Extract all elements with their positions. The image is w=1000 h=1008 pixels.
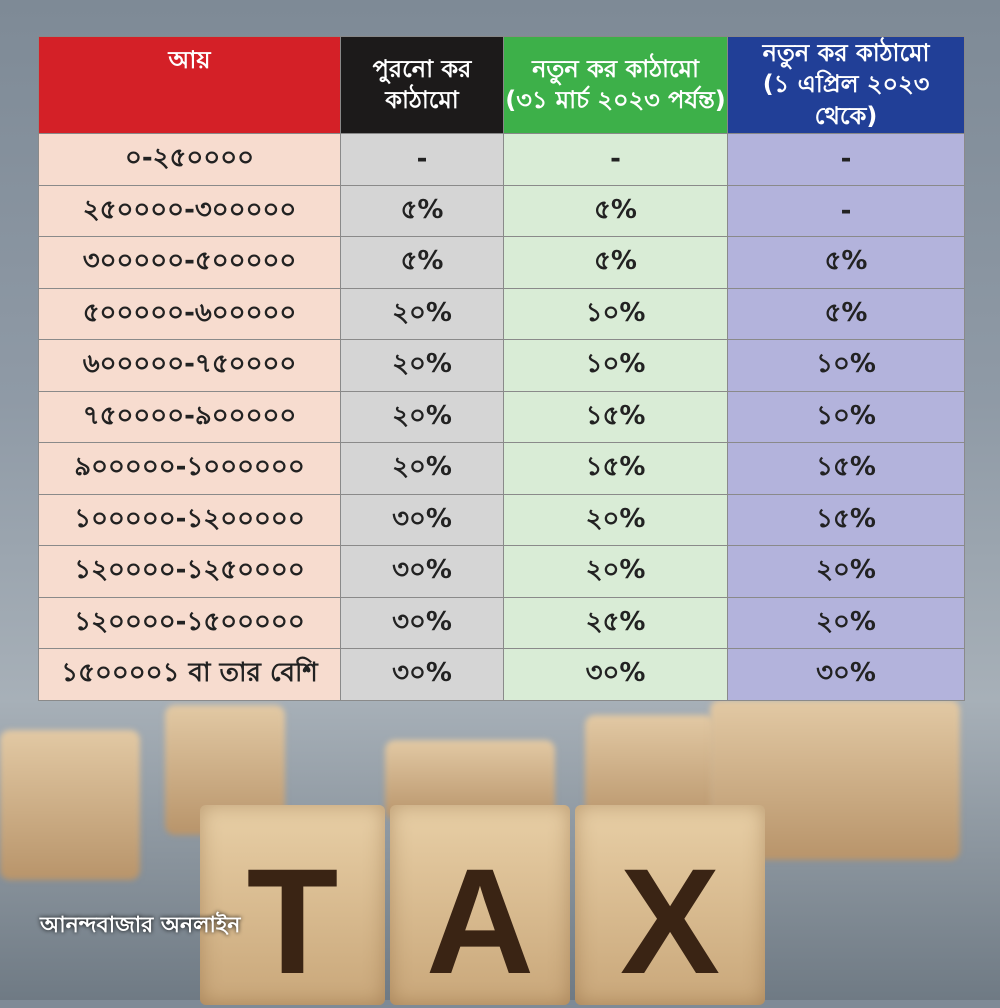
column-header: নতুন কর কাঠামো (১ এপ্রিল ২০২৩ থেকে) xyxy=(727,36,965,134)
header-line2: কাঠামো xyxy=(385,86,459,114)
income-range-cell: ৬০০০০০-৭৫০০০০ xyxy=(38,339,341,392)
tax-rate-cell: ৩০% xyxy=(727,648,965,701)
tax-rate-cell: ৫% xyxy=(340,184,504,237)
table-row: ১৫০০০০১ বা তার বেশি ৩০% ৩০% ৩০% xyxy=(38,648,965,701)
table-row: ১২০০০০-১৫০০০০০ ৩০% ২৫% ২০% xyxy=(38,596,965,649)
publisher-logo: আনন্দবাজার অনলাইন xyxy=(40,913,241,938)
header-line1: আয় xyxy=(168,46,211,74)
tax-rate-cell: ৩০% xyxy=(503,648,728,701)
tax-rate-cell: ৫% xyxy=(727,287,965,340)
tax-rate-cell: - xyxy=(503,133,728,186)
header-line2: (১ এপ্রিল ২০২৩ থেকে) xyxy=(762,70,930,130)
tax-rate-cell: ২০% xyxy=(503,545,728,598)
cube-letter: X xyxy=(619,837,721,1005)
tax-cube: X xyxy=(575,805,765,1005)
cube-letter: A xyxy=(425,837,535,1005)
tax-rate-cell: - xyxy=(727,184,965,237)
tax-rate-cell: ২৫% xyxy=(503,596,728,649)
tax-cube: A xyxy=(390,805,570,1005)
tax-rate-cell: - xyxy=(340,133,504,186)
tax-rate-cell: ৫% xyxy=(727,236,965,289)
tax-rate-cell: ২০% xyxy=(340,390,504,443)
tax-rate-cell: ২০% xyxy=(727,596,965,649)
column-header: নতুন কর কাঠামো (৩১ মার্চ ২০২৩ পর্যন্ত) xyxy=(503,36,728,134)
tax-rate-cell: ১০% xyxy=(503,339,728,392)
tax-rate-cell: ৩০% xyxy=(340,493,504,546)
tax-rate-cell: - xyxy=(727,133,965,186)
tax-rate-cell: ২০% xyxy=(340,339,504,392)
tax-rate-cell: ১৫% xyxy=(727,493,965,546)
tax-rate-cell: ৫% xyxy=(503,184,728,237)
tax-rate-cell: ১০% xyxy=(503,287,728,340)
tax-cube: T xyxy=(200,805,385,1005)
tax-rate-cell: ২০% xyxy=(340,287,504,340)
header-line2: (৩১ মার্চ ২০২৩ পর্যন্ত) xyxy=(505,86,726,114)
tax-rate-cell: ৩০% xyxy=(340,545,504,598)
tax-slab-table: আয় পুরনো কর কাঠামো নতুন কর কাঠামো (৩১ মার্চ… xyxy=(38,36,965,701)
header-line1: নতুন কর কাঠামো xyxy=(532,54,699,83)
table-row: ৭৫০০০০-৯০০০০০ ২০% ১৫% ১০% xyxy=(38,390,965,443)
tax-rate-cell: ১০% xyxy=(727,390,965,443)
tax-rate-cell: ১৫% xyxy=(503,390,728,443)
income-range-cell: ১৫০০০০১ বা তার বেশি xyxy=(38,648,341,701)
table-row: ০-২৫০০০০- - - xyxy=(38,133,965,186)
tax-rate-cell: ২০% xyxy=(340,442,504,495)
tax-rate-cell: ২০% xyxy=(503,493,728,546)
table-row: ৬০০০০০-৭৫০০০০ ২০% ১০% ১০% xyxy=(38,339,965,392)
tax-rate-cell: ২০% xyxy=(727,545,965,598)
tax-rate-cell: ৩০% xyxy=(340,596,504,649)
tax-rate-cell: ১০% xyxy=(727,339,965,392)
tax-rate-cell: ১৫% xyxy=(503,442,728,495)
income-range-cell: ৯০০০০০-১০০০০০০ xyxy=(38,442,341,495)
column-header: আয় xyxy=(38,36,341,134)
income-range-cell: ১২০০০০-১২৫০০০০ xyxy=(38,545,341,598)
table-row: ৩০০০০০-৫০০০০০ ৫% ৫% ৫% xyxy=(38,236,965,289)
table-row: ২৫০০০০-৩০০০০০ ৫% ৫% - xyxy=(38,184,965,237)
column-header: পুরনো কর কাঠামো xyxy=(340,36,504,134)
income-range-cell: ৩০০০০০-৫০০০০০ xyxy=(38,236,341,289)
background-block xyxy=(0,730,140,880)
income-range-cell: ২৫০০০০-৩০০০০০ xyxy=(38,184,341,237)
table-row: ১০০০০০-১২০০০০০ ৩০% ২০% ১৫% xyxy=(38,493,965,546)
tax-rate-cell: ৫% xyxy=(340,236,504,289)
cube-letter: T xyxy=(246,837,339,1005)
table-row: ৯০০০০০-১০০০০০০ ২০% ১৫% ১৫% xyxy=(38,442,965,495)
header-line1: পুরনো কর xyxy=(372,54,472,83)
income-range-cell: ০-২৫০০০০ xyxy=(38,133,341,186)
income-range-cell: ৭৫০০০০-৯০০০০০ xyxy=(38,390,341,443)
income-range-cell: ৫০০০০০-৬০০০০০ xyxy=(38,287,341,340)
tax-rate-cell: ৩০% xyxy=(340,648,504,701)
income-range-cell: ১২০০০০-১৫০০০০০ xyxy=(38,596,341,649)
tax-rate-cell: ১৫% xyxy=(727,442,965,495)
table-row: ৫০০০০০-৬০০০০০ ২০% ১০% ৫% xyxy=(38,287,965,340)
tax-rate-cell: ৫% xyxy=(503,236,728,289)
income-range-cell: ১০০০০০-১২০০০০০ xyxy=(38,493,341,546)
header-line1: নতুন কর কাঠামো xyxy=(762,39,930,68)
table-row: ১২০০০০-১২৫০০০০ ৩০% ২০% ২০% xyxy=(38,545,965,598)
